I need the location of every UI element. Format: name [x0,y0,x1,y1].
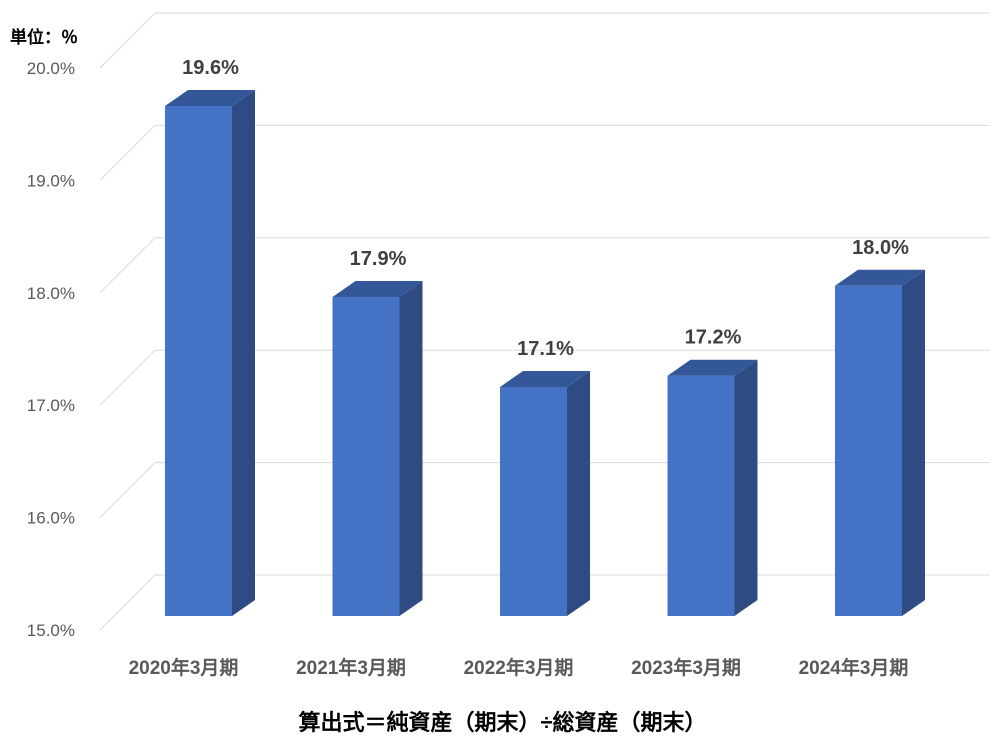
bar-value-label: 19.6% [182,57,239,79]
bar-side [902,269,925,616]
bar [667,375,735,616]
y-tick-label: 15.0% [27,621,75,640]
gridline-diagonal [99,12,156,69]
bar [165,105,232,617]
y-tick-label: 18.0% [27,284,75,303]
bar-side [399,281,423,616]
bar-value-label: 18.0% [852,237,909,259]
x-tick-label: 2020年3月期 [129,656,239,679]
bar-top [165,89,255,106]
bar-side [567,370,590,616]
x-tick-label: 2024年3月期 [799,656,909,679]
x-tick-label: 2021年3月期 [296,656,406,679]
gridline-diagonal [99,574,156,631]
formula-caption: 算出式＝純資産（期末）÷総資産（期末） [298,710,707,735]
bar-value-label: 17.9% [350,248,407,270]
gridline-diagonal [99,462,156,518]
y-tick-label: 16.0% [27,509,75,528]
unit-label: 単位：％ [10,28,78,47]
bar-side [734,359,758,616]
gridline-diagonal [99,237,156,294]
bar-value-label: 17.2% [685,327,742,349]
y-tick-label: 20.0% [27,59,75,78]
bar [835,285,902,616]
bar-top [332,281,423,298]
bar-value-label: 17.1% [517,338,574,360]
bar-top [500,370,590,387]
gridline-diagonal [99,125,156,181]
x-tick-label: 2022年3月期 [464,656,574,679]
x-tick-label: 2023年3月期 [631,656,741,679]
bar-side [232,89,255,616]
y-tick-label: 17.0% [27,396,75,415]
bar-top [835,269,925,286]
gridline-diagonal [99,349,156,406]
bar [500,386,567,616]
y-tick-label: 19.0% [27,171,75,190]
bar-top [667,359,758,376]
bar [332,297,400,616]
